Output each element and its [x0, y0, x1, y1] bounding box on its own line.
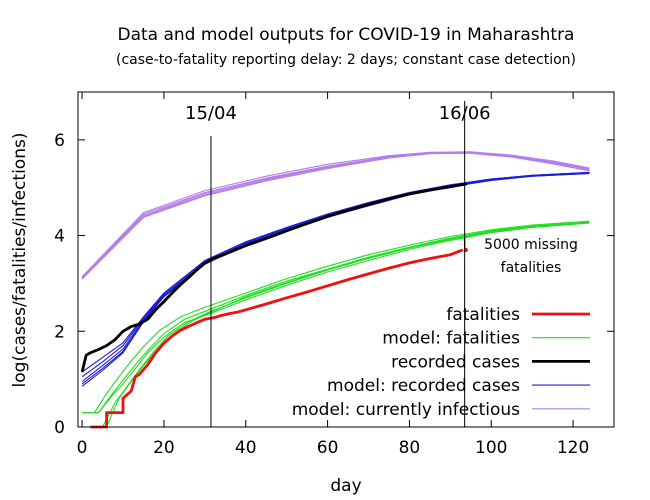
series-line-model-fatalities-4 [82, 221, 590, 428]
y-tick-label-2: 2 [54, 322, 65, 342]
annotation-line-2: fatalities [501, 260, 562, 276]
vline-label-1: 15/04 [185, 103, 237, 124]
chart-subtitle: (case-to-fatality reporting delay: 2 day… [116, 52, 576, 68]
legend-label-model-currently-infectious: model: currently infectious [292, 400, 520, 420]
legend: fatalities model: fatalities recorded case… [292, 305, 590, 420]
series-line-model-recorded-cases-4 [81, 171, 590, 373]
y-tick-label-0: 0 [54, 418, 65, 438]
legend-label-fatalities: fatalities [446, 305, 520, 325]
y-tick-label-6: 6 [54, 131, 65, 151]
x-tick-label-20: 20 [153, 438, 175, 458]
series-line-model-fatalities-3 [82, 220, 590, 414]
series-line-model-currently-infectious-5 [81, 152, 590, 280]
series-line-model-currently-infectious-4 [81, 152, 590, 279]
x-tick-label-80: 80 [399, 438, 421, 458]
legend-label-recorded-cases: recorded cases [391, 352, 520, 372]
annotation-line-1: 5000 missing [484, 237, 578, 253]
y-axis-label: log(cases/fatalities/infections) [10, 133, 30, 388]
x-tick-label-60: 60 [317, 438, 339, 458]
y-tick-label-4: 4 [54, 227, 65, 247]
x-tick-label-0: 0 [77, 438, 88, 458]
x-tick-label-120: 120 [557, 438, 589, 458]
plot-frame [77, 91, 615, 428]
chart-title: Data and model outputs for COVID-19 in M… [118, 25, 575, 45]
x-tick-label-100: 100 [475, 438, 507, 458]
fatalities-end-point [463, 247, 468, 253]
x-tick-label-40: 40 [235, 438, 257, 458]
series-line-fatalities [90, 248, 464, 429]
series-line-recorded-cases [80, 182, 467, 373]
series-line-model-fatalities-1 [82, 221, 590, 414]
legend-label-model-fatalities: model: fatalities [382, 329, 520, 349]
x-axis-label: day [330, 476, 361, 496]
series-line-model-fatalities-5 [82, 222, 590, 414]
legend-label-model-recorded-cases: model: recorded cases [327, 376, 520, 396]
vline-label-2: 16/06 [439, 103, 491, 124]
series-line-model-currently-infectious-3 [81, 151, 590, 278]
